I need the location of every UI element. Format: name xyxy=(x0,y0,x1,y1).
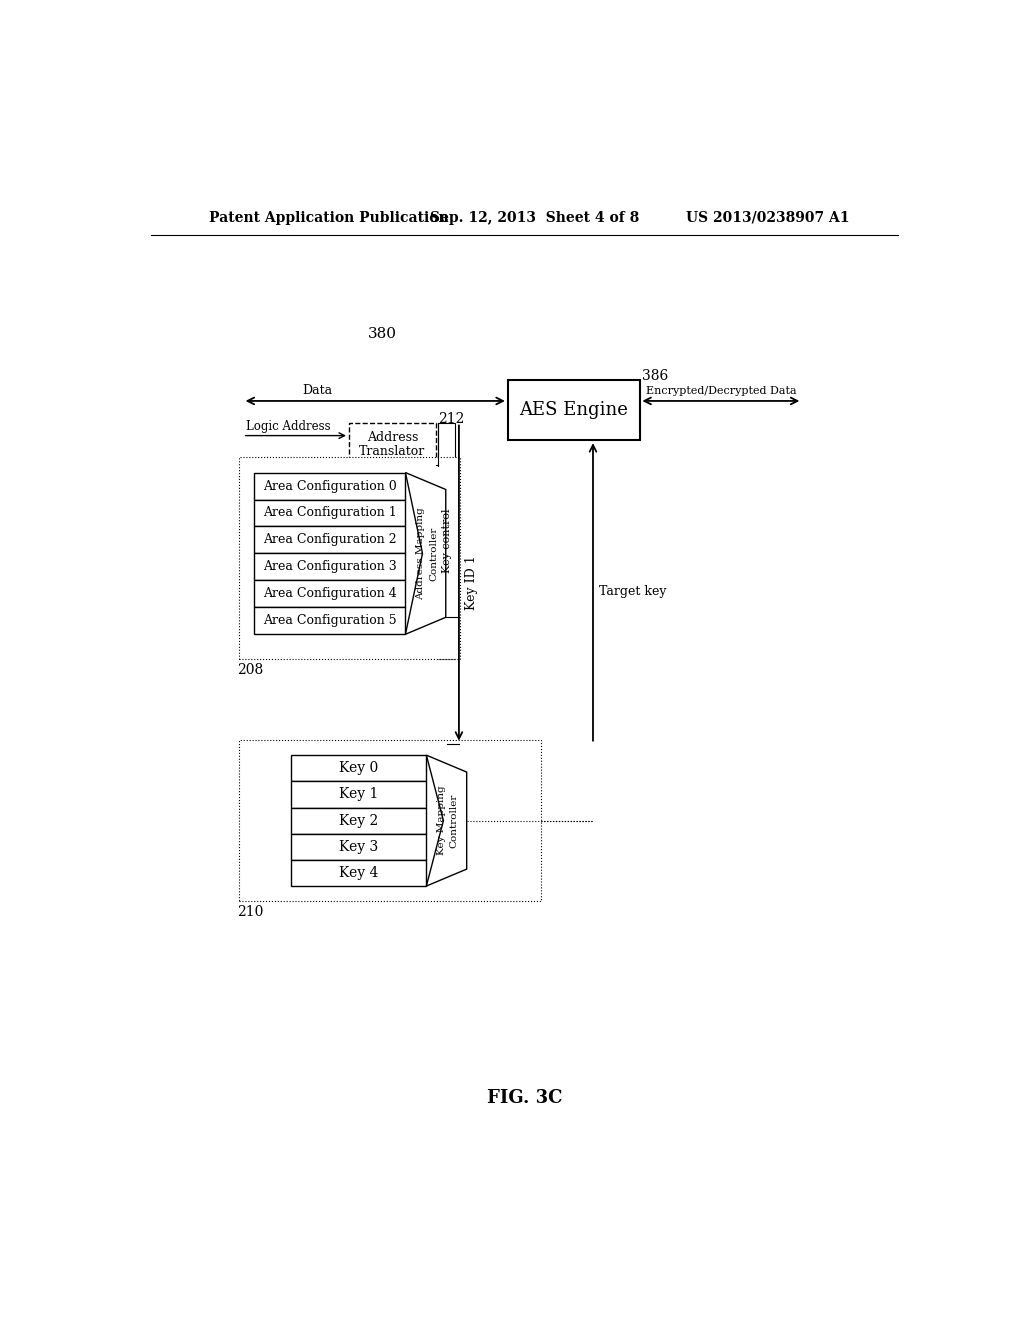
Text: Key Mapping
Controller: Key Mapping Controller xyxy=(437,785,459,855)
Text: Area Configuration 5: Area Configuration 5 xyxy=(263,614,396,627)
Bar xyxy=(291,781,426,808)
Text: Key 1: Key 1 xyxy=(339,788,378,801)
Text: Key 2: Key 2 xyxy=(339,813,378,828)
Text: Area Configuration 3: Area Configuration 3 xyxy=(263,561,396,573)
Polygon shape xyxy=(426,755,467,886)
Bar xyxy=(239,457,460,659)
Bar xyxy=(291,834,426,859)
Bar xyxy=(254,527,406,553)
Bar xyxy=(254,553,406,581)
Text: 212: 212 xyxy=(438,412,464,425)
Bar xyxy=(254,473,406,499)
Text: Sep. 12, 2013  Sheet 4 of 8: Sep. 12, 2013 Sheet 4 of 8 xyxy=(430,211,640,224)
Text: AES Engine: AES Engine xyxy=(519,401,628,420)
Text: Data: Data xyxy=(302,384,333,397)
Bar xyxy=(254,499,406,527)
Text: 380: 380 xyxy=(369,327,397,341)
Text: Address Mapping
Controller: Address Mapping Controller xyxy=(417,507,438,599)
Text: Patent Application Publication: Patent Application Publication xyxy=(209,211,449,224)
Text: Target key: Target key xyxy=(599,585,667,598)
Bar xyxy=(254,581,406,607)
Bar xyxy=(291,859,426,886)
Text: Encrypted/Decrypted Data: Encrypted/Decrypted Data xyxy=(646,385,797,396)
Text: Key control: Key control xyxy=(441,508,452,573)
Text: FIG. 3C: FIG. 3C xyxy=(487,1089,562,1106)
Text: Address: Address xyxy=(367,430,418,444)
Text: Area Configuration 0: Area Configuration 0 xyxy=(263,479,396,492)
Bar xyxy=(349,422,435,466)
Text: Key 4: Key 4 xyxy=(339,866,378,880)
Polygon shape xyxy=(406,473,445,635)
Text: 208: 208 xyxy=(238,663,263,677)
Text: Key 3: Key 3 xyxy=(339,840,378,854)
Text: 386: 386 xyxy=(642,370,668,383)
Text: Key ID 1: Key ID 1 xyxy=(465,556,478,610)
Text: Translator: Translator xyxy=(359,445,425,458)
Text: Area Configuration 4: Area Configuration 4 xyxy=(263,587,396,601)
Bar xyxy=(438,422,455,659)
Bar xyxy=(254,607,406,635)
Bar xyxy=(291,755,426,781)
Text: 210: 210 xyxy=(238,906,263,919)
Text: Key 0: Key 0 xyxy=(339,762,378,775)
Bar xyxy=(239,739,541,902)
Text: US 2013/0238907 A1: US 2013/0238907 A1 xyxy=(686,211,850,224)
Bar xyxy=(291,808,426,834)
Text: Area Configuration 2: Area Configuration 2 xyxy=(263,533,396,546)
Text: Area Configuration 1: Area Configuration 1 xyxy=(263,507,396,520)
Text: Logic Address: Logic Address xyxy=(246,420,331,433)
Bar xyxy=(508,380,640,441)
